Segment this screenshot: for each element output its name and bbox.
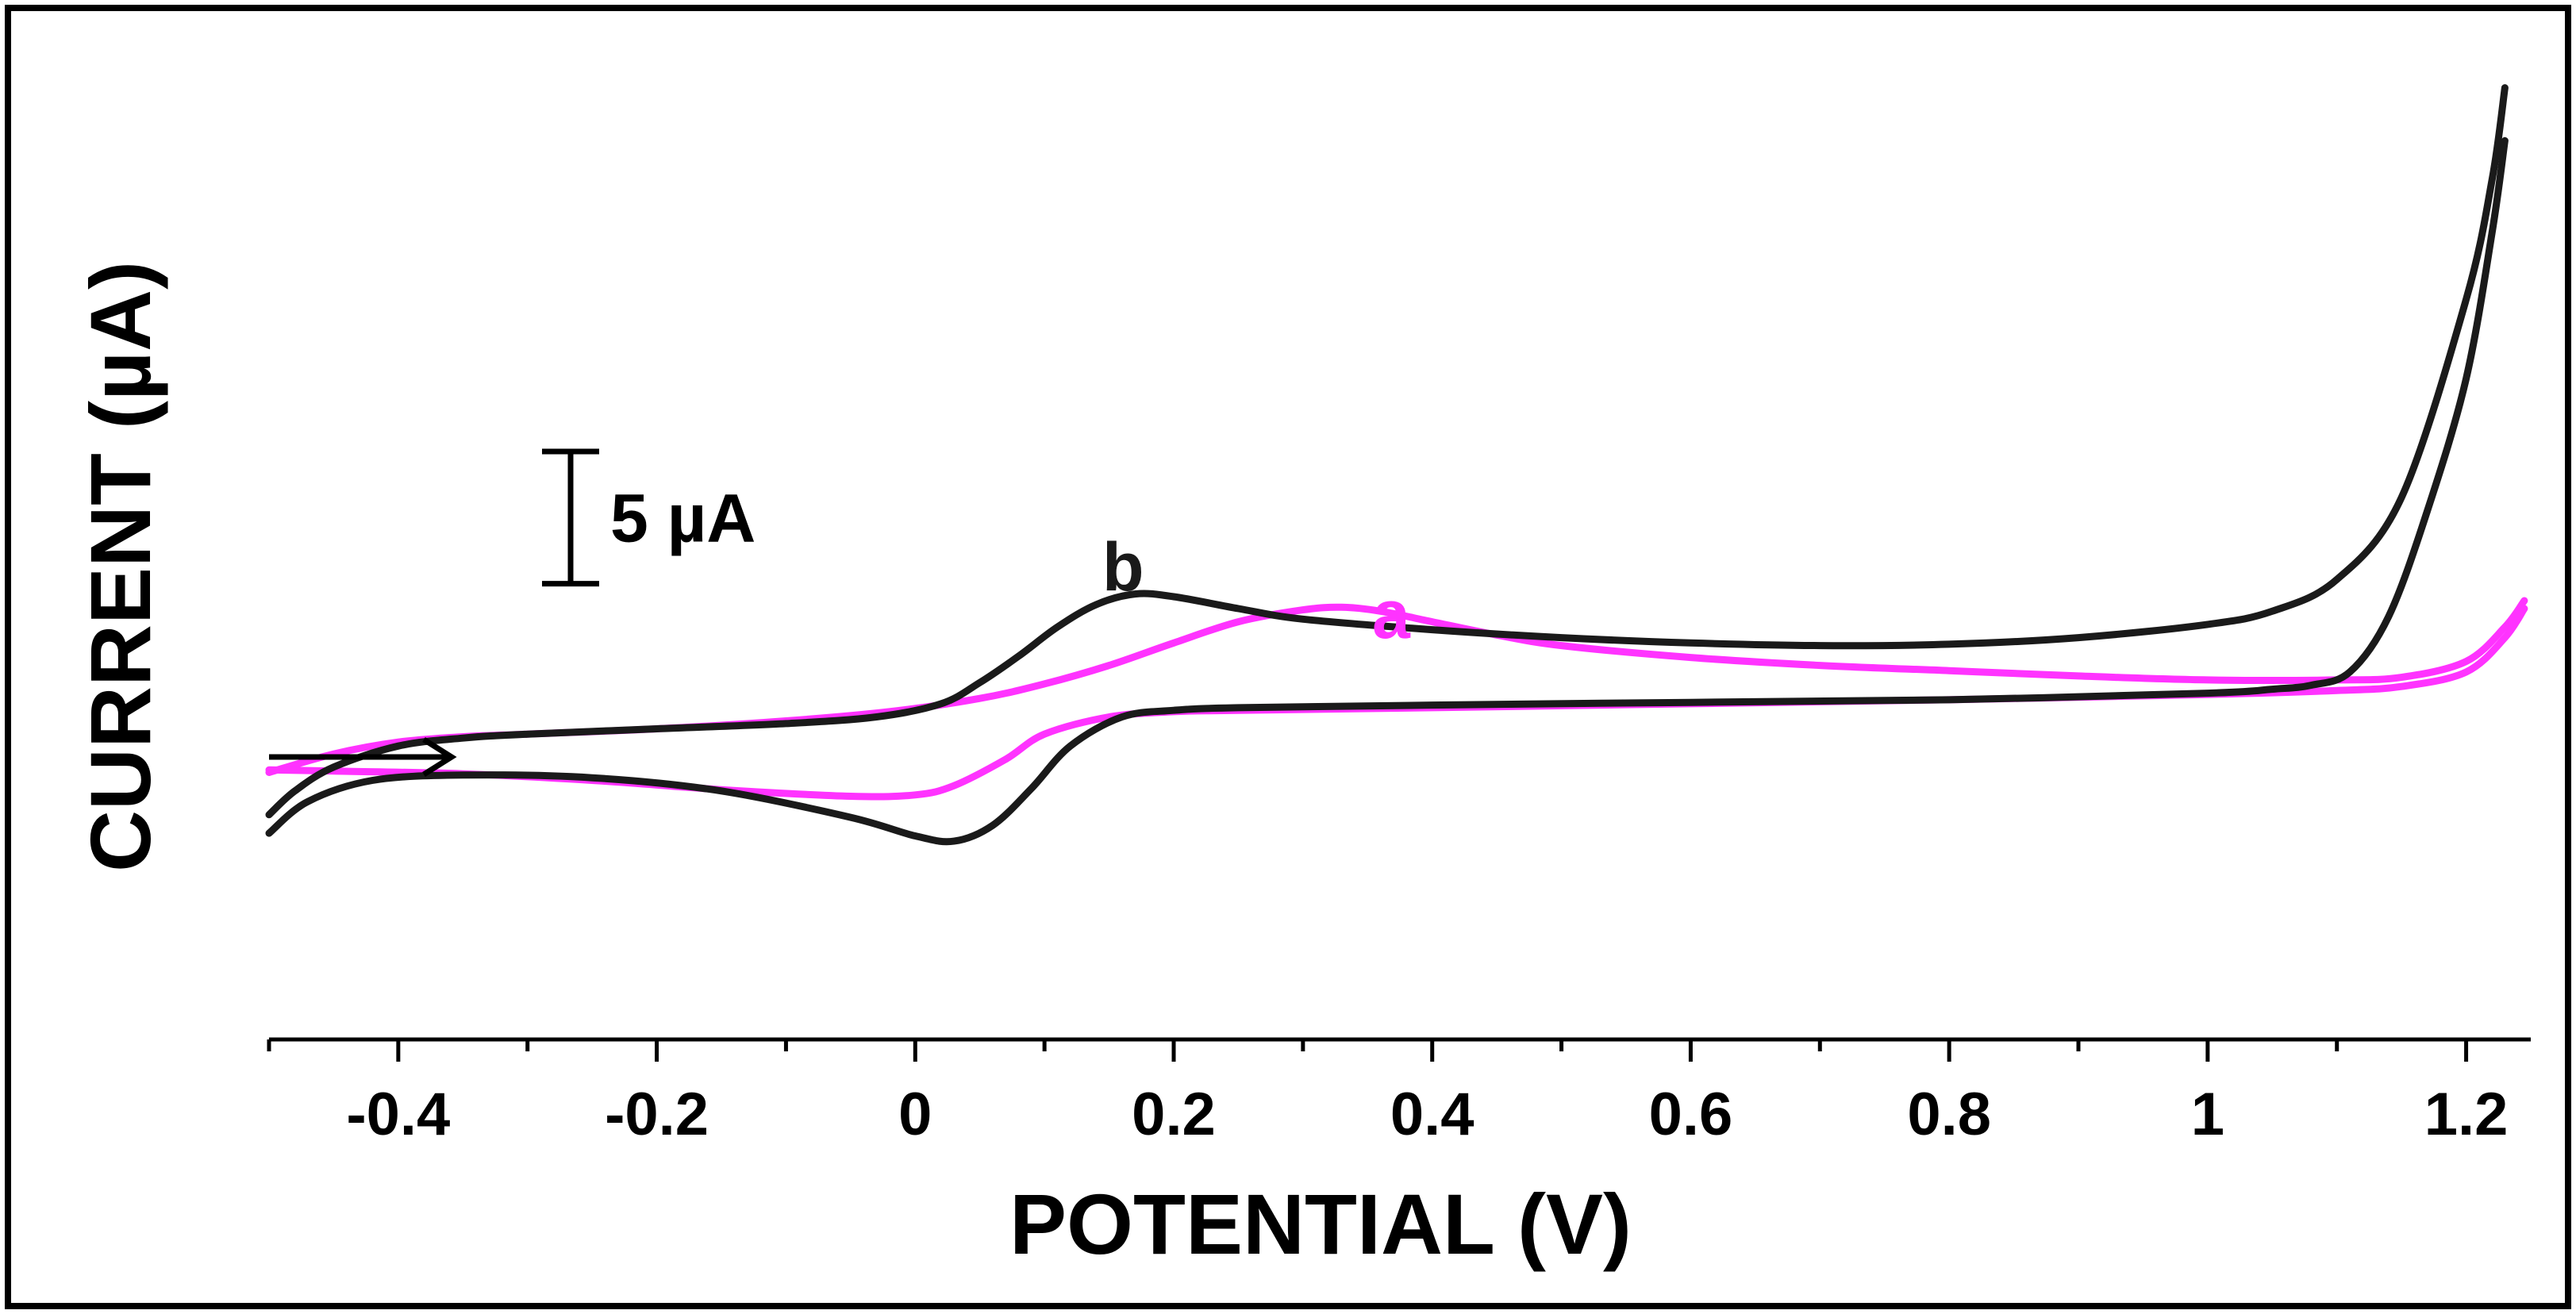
x-ticks: -0.4 -0.2 0 0.2 0.4 0.6 0.8 1 1.2 (267, 1039, 2509, 1148)
scale-bar-label: 5 µA (610, 480, 755, 556)
curve-label-b: b (1102, 529, 1144, 605)
x-tick-label: 0.4 (1390, 1081, 1474, 1148)
x-tick-label: -0.4 (346, 1081, 450, 1148)
x-tick-label: 0.8 (1907, 1081, 1991, 1148)
x-tick-label: 0.2 (1132, 1081, 1216, 1148)
scan-direction-arrow (269, 737, 457, 777)
x-tick-label: 1 (2191, 1081, 2224, 1148)
x-tick-label: 0.6 (1649, 1081, 1733, 1148)
x-tick-label: 1.2 (2424, 1081, 2509, 1148)
cv-plot: -0.4 -0.2 0 0.2 0.4 0.6 0.8 1 1.2 5 µA a b POTEN… (265, 84, 2531, 1272)
series-layer (265, 84, 2528, 846)
x-tick-label: 0 (898, 1081, 932, 1148)
x-tick-label: -0.2 (605, 1081, 709, 1148)
series-b-forward-scan (265, 84, 2509, 819)
x-axis-title: POTENTIAL (V) (1009, 1176, 1632, 1272)
scale-bar: 5 µA (542, 448, 755, 587)
y-axis-title: CURRENT (µA) (72, 260, 168, 872)
curve-label-a: a (1372, 577, 1411, 653)
annotations: a b (1102, 529, 1411, 653)
arrow-head (422, 737, 457, 777)
series-b-reverse-scan (265, 136, 2509, 846)
figure-frame: -0.4 -0.2 0 0.2 0.4 0.6 0.8 1 1.2 5 µA a b POTEN… (5, 5, 2571, 1309)
